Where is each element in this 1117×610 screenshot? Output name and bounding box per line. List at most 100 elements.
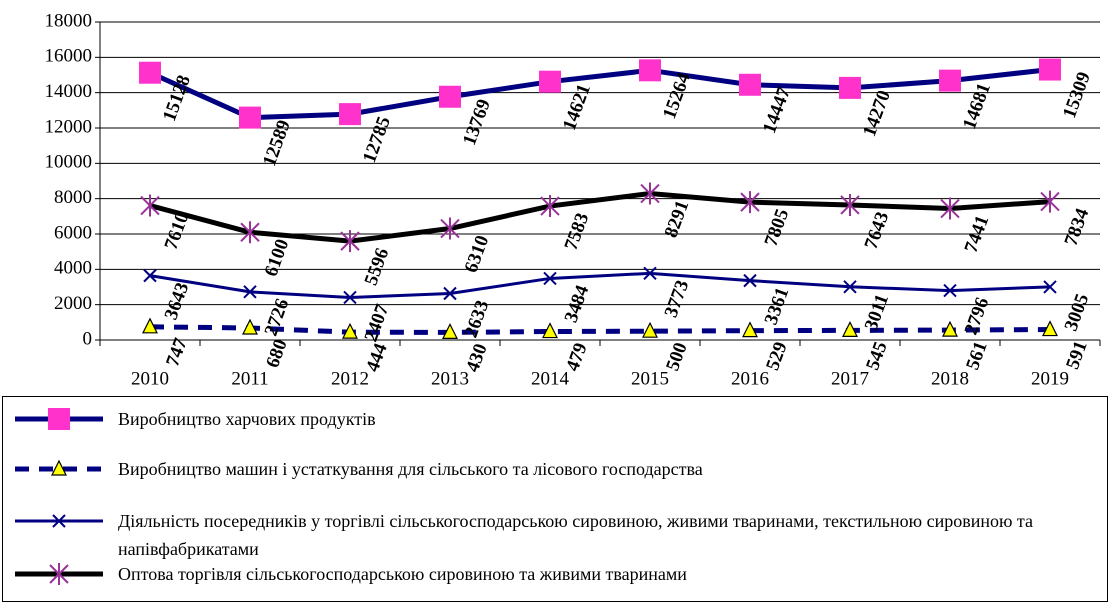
- data-label: 591: [1062, 338, 1091, 372]
- data-label: 7610: [161, 210, 194, 253]
- x-tick-label: 2017: [831, 368, 869, 389]
- marker: [942, 320, 958, 337]
- marker: [340, 230, 360, 253]
- marker: [1040, 190, 1060, 213]
- marker-x: [243, 285, 257, 299]
- marker: [51, 459, 67, 476]
- marker-triangle: [442, 323, 458, 340]
- marker-square: [839, 76, 861, 99]
- data-label: 6100: [261, 236, 294, 279]
- marker: [440, 217, 460, 240]
- data-label: 13769: [459, 96, 495, 148]
- data-label: 2726: [261, 296, 294, 339]
- data-label: 3773: [661, 278, 694, 321]
- marker-square: [639, 59, 661, 82]
- marker: [1043, 280, 1057, 294]
- x-tick-label: 2012: [331, 368, 369, 389]
- y-tick-label: 18000: [45, 10, 93, 31]
- y-tick-label: 10000: [45, 152, 93, 173]
- legend-item: Оптова торгівля сільськогосподарською си…: [3, 560, 1103, 588]
- data-label: 7834: [1061, 205, 1094, 248]
- marker: [442, 323, 458, 340]
- marker: [142, 317, 158, 334]
- marker: [439, 85, 461, 108]
- legend-label: Виробництво харчових продуктів: [118, 409, 376, 429]
- data-label: 14270: [859, 88, 895, 140]
- marker: [443, 286, 457, 301]
- y-tick-label: 2000: [54, 293, 92, 314]
- marker-triangle: [642, 321, 658, 338]
- marker-asterisk: [140, 194, 160, 217]
- marker: [48, 408, 70, 430]
- marker-triangle: [842, 321, 858, 337]
- legend-swatch: [15, 408, 103, 430]
- x-tick-label: 2013: [431, 368, 469, 389]
- legend-item: Виробництво машин і устаткування для сіл…: [3, 455, 1103, 483]
- data-label: 3005: [1061, 291, 1094, 334]
- marker: [540, 195, 560, 218]
- marker-asterisk: [440, 217, 460, 240]
- data-label: 15264: [659, 70, 695, 122]
- data-label: 545: [862, 339, 891, 373]
- x-tick-label: 2015: [631, 368, 669, 389]
- x-tick-label: 2018: [931, 368, 969, 389]
- marker-asterisk: [740, 191, 760, 214]
- marker-asterisk: [49, 563, 69, 585]
- series-line: [149, 191, 1051, 244]
- data-label: 479: [562, 340, 591, 374]
- marker-x: [943, 283, 957, 298]
- marker: [242, 318, 258, 335]
- marker: [940, 197, 960, 220]
- marker-square: [439, 85, 461, 108]
- marker: [839, 76, 861, 99]
- data-label: 444: [362, 340, 392, 374]
- y-tick-label: 4000: [54, 258, 92, 279]
- marker: [343, 290, 357, 305]
- marker-asterisk: [540, 195, 560, 218]
- marker: [239, 106, 261, 129]
- y-tick-label: 14000: [45, 81, 93, 102]
- marker-x: [143, 268, 157, 283]
- marker-x: [543, 271, 557, 286]
- data-label: 15309: [1059, 69, 1095, 121]
- marker: [49, 563, 69, 585]
- data-label: 2407: [361, 301, 394, 344]
- marker: [52, 514, 66, 528]
- legend-label: Діяльність посередників у торгівлі сільс…: [118, 511, 1034, 559]
- y-tick-label: 0: [83, 328, 93, 349]
- series-line: [149, 324, 1051, 335]
- y-tick-label: 6000: [54, 222, 92, 243]
- series-line: [148, 67, 1051, 121]
- marker-asterisk: [840, 193, 860, 216]
- data-label: 680: [262, 337, 291, 371]
- marker: [1042, 320, 1058, 337]
- y-tick-label: 8000: [54, 187, 92, 208]
- marker: [842, 321, 858, 337]
- legend-item: Виробництво харчових продуктів: [3, 405, 1103, 433]
- data-label: 14681: [959, 80, 995, 132]
- marker: [342, 322, 358, 339]
- data-label: 500: [662, 340, 691, 374]
- data-label: 7805: [761, 206, 794, 249]
- marker: [543, 271, 557, 286]
- data-label: 5596: [361, 245, 394, 288]
- marker: [143, 268, 157, 283]
- marker: [539, 70, 561, 93]
- data-label: 529: [762, 339, 791, 373]
- marker: [840, 193, 860, 216]
- marker-x: [843, 280, 857, 294]
- marker-square: [539, 70, 561, 93]
- marker-square: [339, 103, 361, 126]
- marker-asterisk: [640, 182, 660, 205]
- legend-swatch: [15, 459, 103, 476]
- marker-x: [52, 514, 66, 528]
- x-tick-label: 2011: [231, 368, 268, 389]
- marker-asterisk: [940, 197, 960, 220]
- marker: [542, 322, 558, 339]
- marker: [243, 285, 257, 299]
- marker-square: [739, 73, 761, 96]
- marker-x: [343, 290, 357, 305]
- legend: Виробництво харчових продуктів Виробництв…: [2, 396, 1108, 602]
- x-tick-label: 2016: [731, 368, 769, 389]
- marker: [642, 321, 658, 338]
